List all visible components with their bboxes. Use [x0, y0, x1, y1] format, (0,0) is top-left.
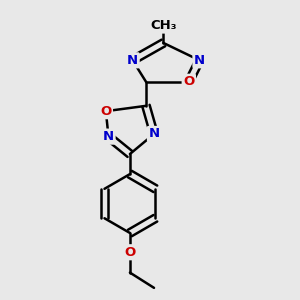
Text: O: O [183, 75, 194, 88]
Text: O: O [100, 105, 112, 118]
Text: CH₃: CH₃ [150, 19, 177, 32]
Text: O: O [124, 246, 136, 259]
Text: N: N [194, 54, 205, 67]
Text: N: N [103, 130, 114, 143]
Text: N: N [148, 128, 160, 140]
Text: N: N [127, 54, 138, 67]
